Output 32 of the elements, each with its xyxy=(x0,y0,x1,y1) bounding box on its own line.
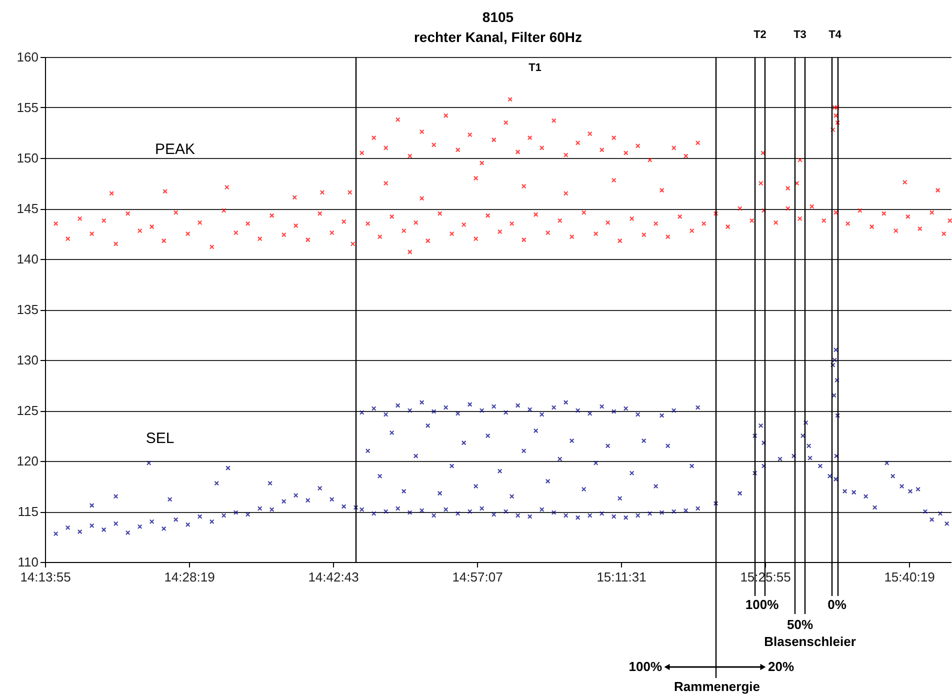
text: T2 xyxy=(754,29,766,41)
x-tick-label: 15:11:31 xyxy=(596,570,646,584)
text: T4 xyxy=(828,29,842,41)
x-tick-label: 14:13:55 xyxy=(20,570,71,584)
x-tick-label: 15:40:19 xyxy=(884,570,935,584)
x-tick-label: 14:28:19 xyxy=(164,570,215,584)
y-tick-label: 130 xyxy=(16,352,38,368)
y-tick-label: 155 xyxy=(16,100,38,115)
text: Blasenschleier xyxy=(764,634,856,649)
x-tick-label: 14:57:07 xyxy=(452,570,503,584)
y-tick-label: 120 xyxy=(16,454,38,468)
y-tick-label: 115 xyxy=(18,504,38,519)
chart-subtitle: rechter Kanal, Filter 60Hz xyxy=(414,29,582,45)
y-tick-label: 140 xyxy=(16,252,38,266)
y-tick-label: 145 xyxy=(16,201,38,216)
y-tick-label: 150 xyxy=(16,150,38,166)
text: T3 xyxy=(794,29,806,41)
y-tick-label: 110 xyxy=(18,554,38,570)
y-tick-label: 125 xyxy=(16,403,38,418)
series-label: SEL xyxy=(146,430,174,447)
chart-title: 8105 xyxy=(482,9,514,25)
y-tick-label: 160 xyxy=(16,50,38,64)
x-tick-label: 14:42:43 xyxy=(308,570,359,584)
text: 0% xyxy=(828,597,847,612)
text: Rammenergie xyxy=(674,679,760,694)
text: 50% xyxy=(786,617,814,632)
text: 100% xyxy=(745,597,780,612)
text: PEAK xyxy=(154,141,196,158)
annotation: T1 xyxy=(528,62,542,74)
text: 100% xyxy=(628,659,662,674)
y-tick-label: 135 xyxy=(16,302,38,317)
text: 20% xyxy=(768,659,794,674)
